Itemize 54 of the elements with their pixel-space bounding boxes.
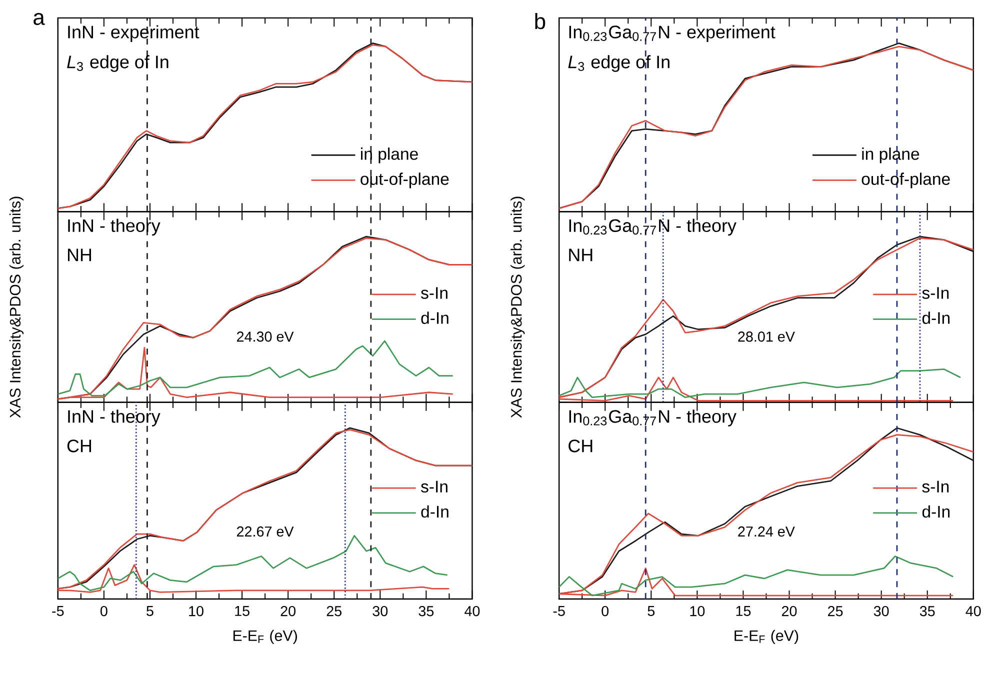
annotation: NH (68, 248, 92, 262)
x-tick-label: 25 (828, 606, 843, 616)
annotation: L$_{3}$ edge of In (67, 55, 168, 72)
x-tick-label: 15 (736, 606, 751, 616)
x-tick-label: 10 (690, 606, 705, 616)
text: InN - experiment (68, 25, 200, 42)
x-axis-title: E-E$_{F}$ (eV) (233, 630, 297, 644)
y-axis-title: XAS Intensity&PDOS (arb. units) (510, 196, 525, 418)
x-tick-label: 5 (648, 606, 655, 616)
legend-label: d-In (421, 505, 448, 518)
x-axis-title: E-E$_{F}$ (eV) (734, 630, 798, 644)
legend-label: s-In (421, 287, 448, 299)
text: In$_{0.23}$Ga$_{0.77}$N - experiment (569, 25, 776, 42)
x-tick-label: 25 (326, 606, 342, 616)
legend-label: in plane (361, 148, 418, 164)
legend-label: out-of-plane (360, 172, 449, 188)
x-tick-label: 5 (146, 606, 154, 616)
x-tick-label: 0 (100, 606, 108, 616)
x-tick-label: 30 (372, 606, 388, 616)
x-tick-label: 0 (602, 606, 609, 616)
text: In$_{0.23}$Ga$_{0.77}$N - theory (569, 410, 736, 426)
chart-title: a (34, 13, 45, 26)
x-tick-label: 30 (874, 606, 889, 616)
annotation: CH (568, 440, 592, 452)
annotation: 27.24 eV (738, 526, 795, 537)
x-tick-label: 15 (235, 606, 250, 616)
annotation: CH (67, 440, 92, 452)
legend-label: out-of-plane (862, 172, 950, 188)
x-tick-label: 20 (782, 606, 797, 616)
legend-label: s-In (922, 480, 949, 493)
annotation: 22.67 eV (237, 526, 294, 537)
x-tick-label: 35 (920, 606, 935, 616)
y-axis-title: XAS Intensity&PDOS (arb. units) (9, 196, 24, 418)
annotation: 24.30 eV (237, 332, 294, 342)
text: In$_{0.23}$Ga$_{0.77}$N - theory (569, 218, 736, 236)
x-tick-label: 20 (280, 606, 296, 616)
x-tick-label: -5 (52, 606, 64, 616)
text: InN - theory (68, 218, 160, 236)
legend-label: d-In (922, 312, 950, 324)
legend-label: s-In (421, 480, 448, 493)
x-tick-label: -5 (553, 606, 565, 616)
annotation: NH (569, 248, 592, 262)
chart-title: b (535, 13, 546, 30)
text: InN - theory (68, 410, 160, 426)
legend-label: d-In (421, 312, 448, 324)
annotation: L$_{3}$ edge of In (568, 55, 670, 72)
legend-label: in plane (862, 148, 920, 164)
annotation: 28.01 eV (738, 332, 795, 342)
x-tick-label: 40 (464, 606, 480, 616)
legend-label: d-In (922, 505, 950, 518)
legend-label: s-In (922, 287, 949, 299)
x-tick-label: 10 (189, 606, 204, 616)
x-tick-label: 40 (966, 606, 981, 616)
x-tick-label: 35 (418, 606, 434, 616)
